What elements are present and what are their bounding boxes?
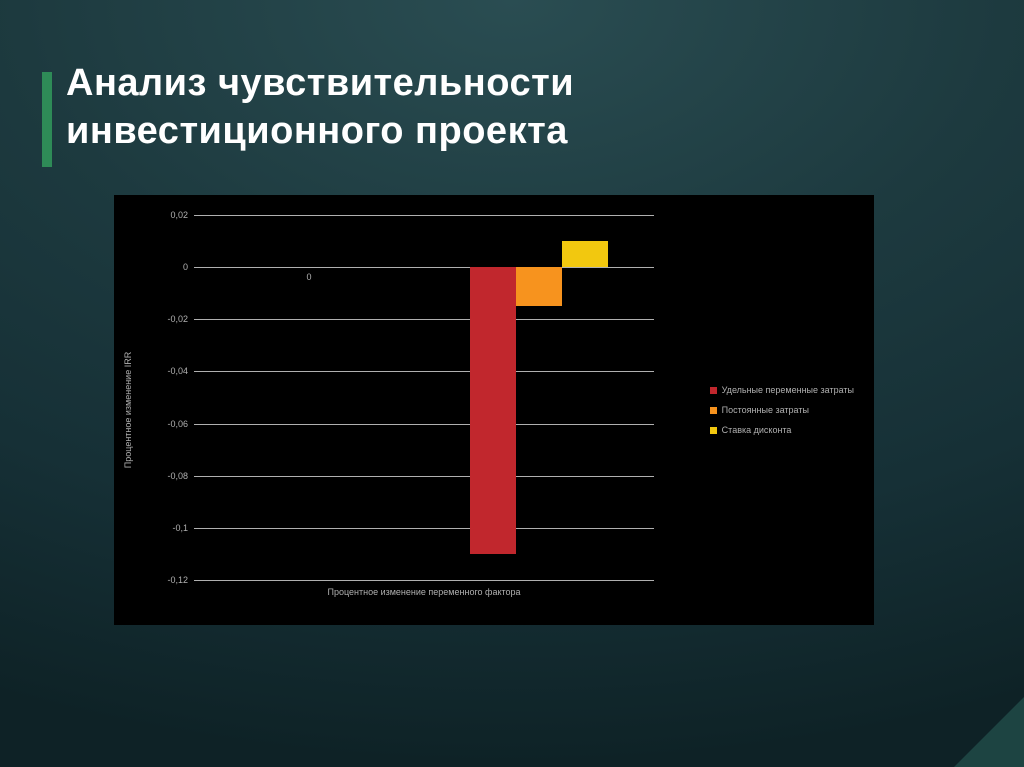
category-label: 0	[306, 272, 311, 282]
legend-label: Постоянные затраты	[722, 405, 809, 415]
title-line-2: инвестиционного проекта	[66, 108, 574, 156]
legend-item: Удельные переменные затраты	[710, 385, 854, 395]
grid-line	[194, 371, 654, 372]
legend-label: Ставка дисконта	[722, 425, 792, 435]
y-tick-label: -0,1	[148, 523, 188, 533]
legend-item: Постоянные затраты	[710, 405, 854, 415]
x-axis-label: Процентное изменение переменного фактора	[327, 587, 520, 597]
y-axis-label: Процентное изменение IRR	[123, 352, 133, 468]
legend-swatch	[710, 407, 717, 414]
slide-title: Анализ чувствительности инвестиционного …	[66, 60, 574, 155]
grid-line	[194, 580, 654, 581]
chart-plot-area: 0,020-0,02-0,04-0,06-0,08-0,1-0,1200,05	[194, 215, 654, 580]
chart-bar	[562, 241, 608, 267]
y-tick-label: 0,02	[148, 210, 188, 220]
chart-panel: 0,020-0,02-0,04-0,06-0,08-0,1-0,1200,05 …	[114, 195, 874, 625]
y-tick-label: 0	[148, 262, 188, 272]
legend-label: Удельные переменные затраты	[722, 385, 854, 395]
slide-root: Анализ чувствительности инвестиционного …	[0, 0, 1024, 767]
y-tick-label: -0,06	[148, 419, 188, 429]
grid-line	[194, 319, 654, 320]
y-tick-label: -0,02	[148, 314, 188, 324]
chart-bar	[470, 267, 516, 554]
grid-line	[194, 267, 654, 268]
y-tick-label: -0,12	[148, 575, 188, 585]
title-accent-bar	[42, 72, 52, 167]
legend-swatch	[710, 427, 717, 434]
chart-legend: Удельные переменные затраты Постоянные за…	[710, 375, 854, 445]
title-line-1: Анализ чувствительности	[66, 60, 574, 108]
legend-item: Ставка дисконта	[710, 425, 854, 435]
grid-line	[194, 215, 654, 216]
grid-line	[194, 424, 654, 425]
legend-swatch	[710, 387, 717, 394]
grid-line	[194, 528, 654, 529]
y-tick-label: -0,08	[148, 471, 188, 481]
y-tick-label: -0,04	[148, 366, 188, 376]
chart-bar	[516, 267, 562, 306]
corner-decoration	[954, 697, 1024, 767]
grid-line	[194, 476, 654, 477]
